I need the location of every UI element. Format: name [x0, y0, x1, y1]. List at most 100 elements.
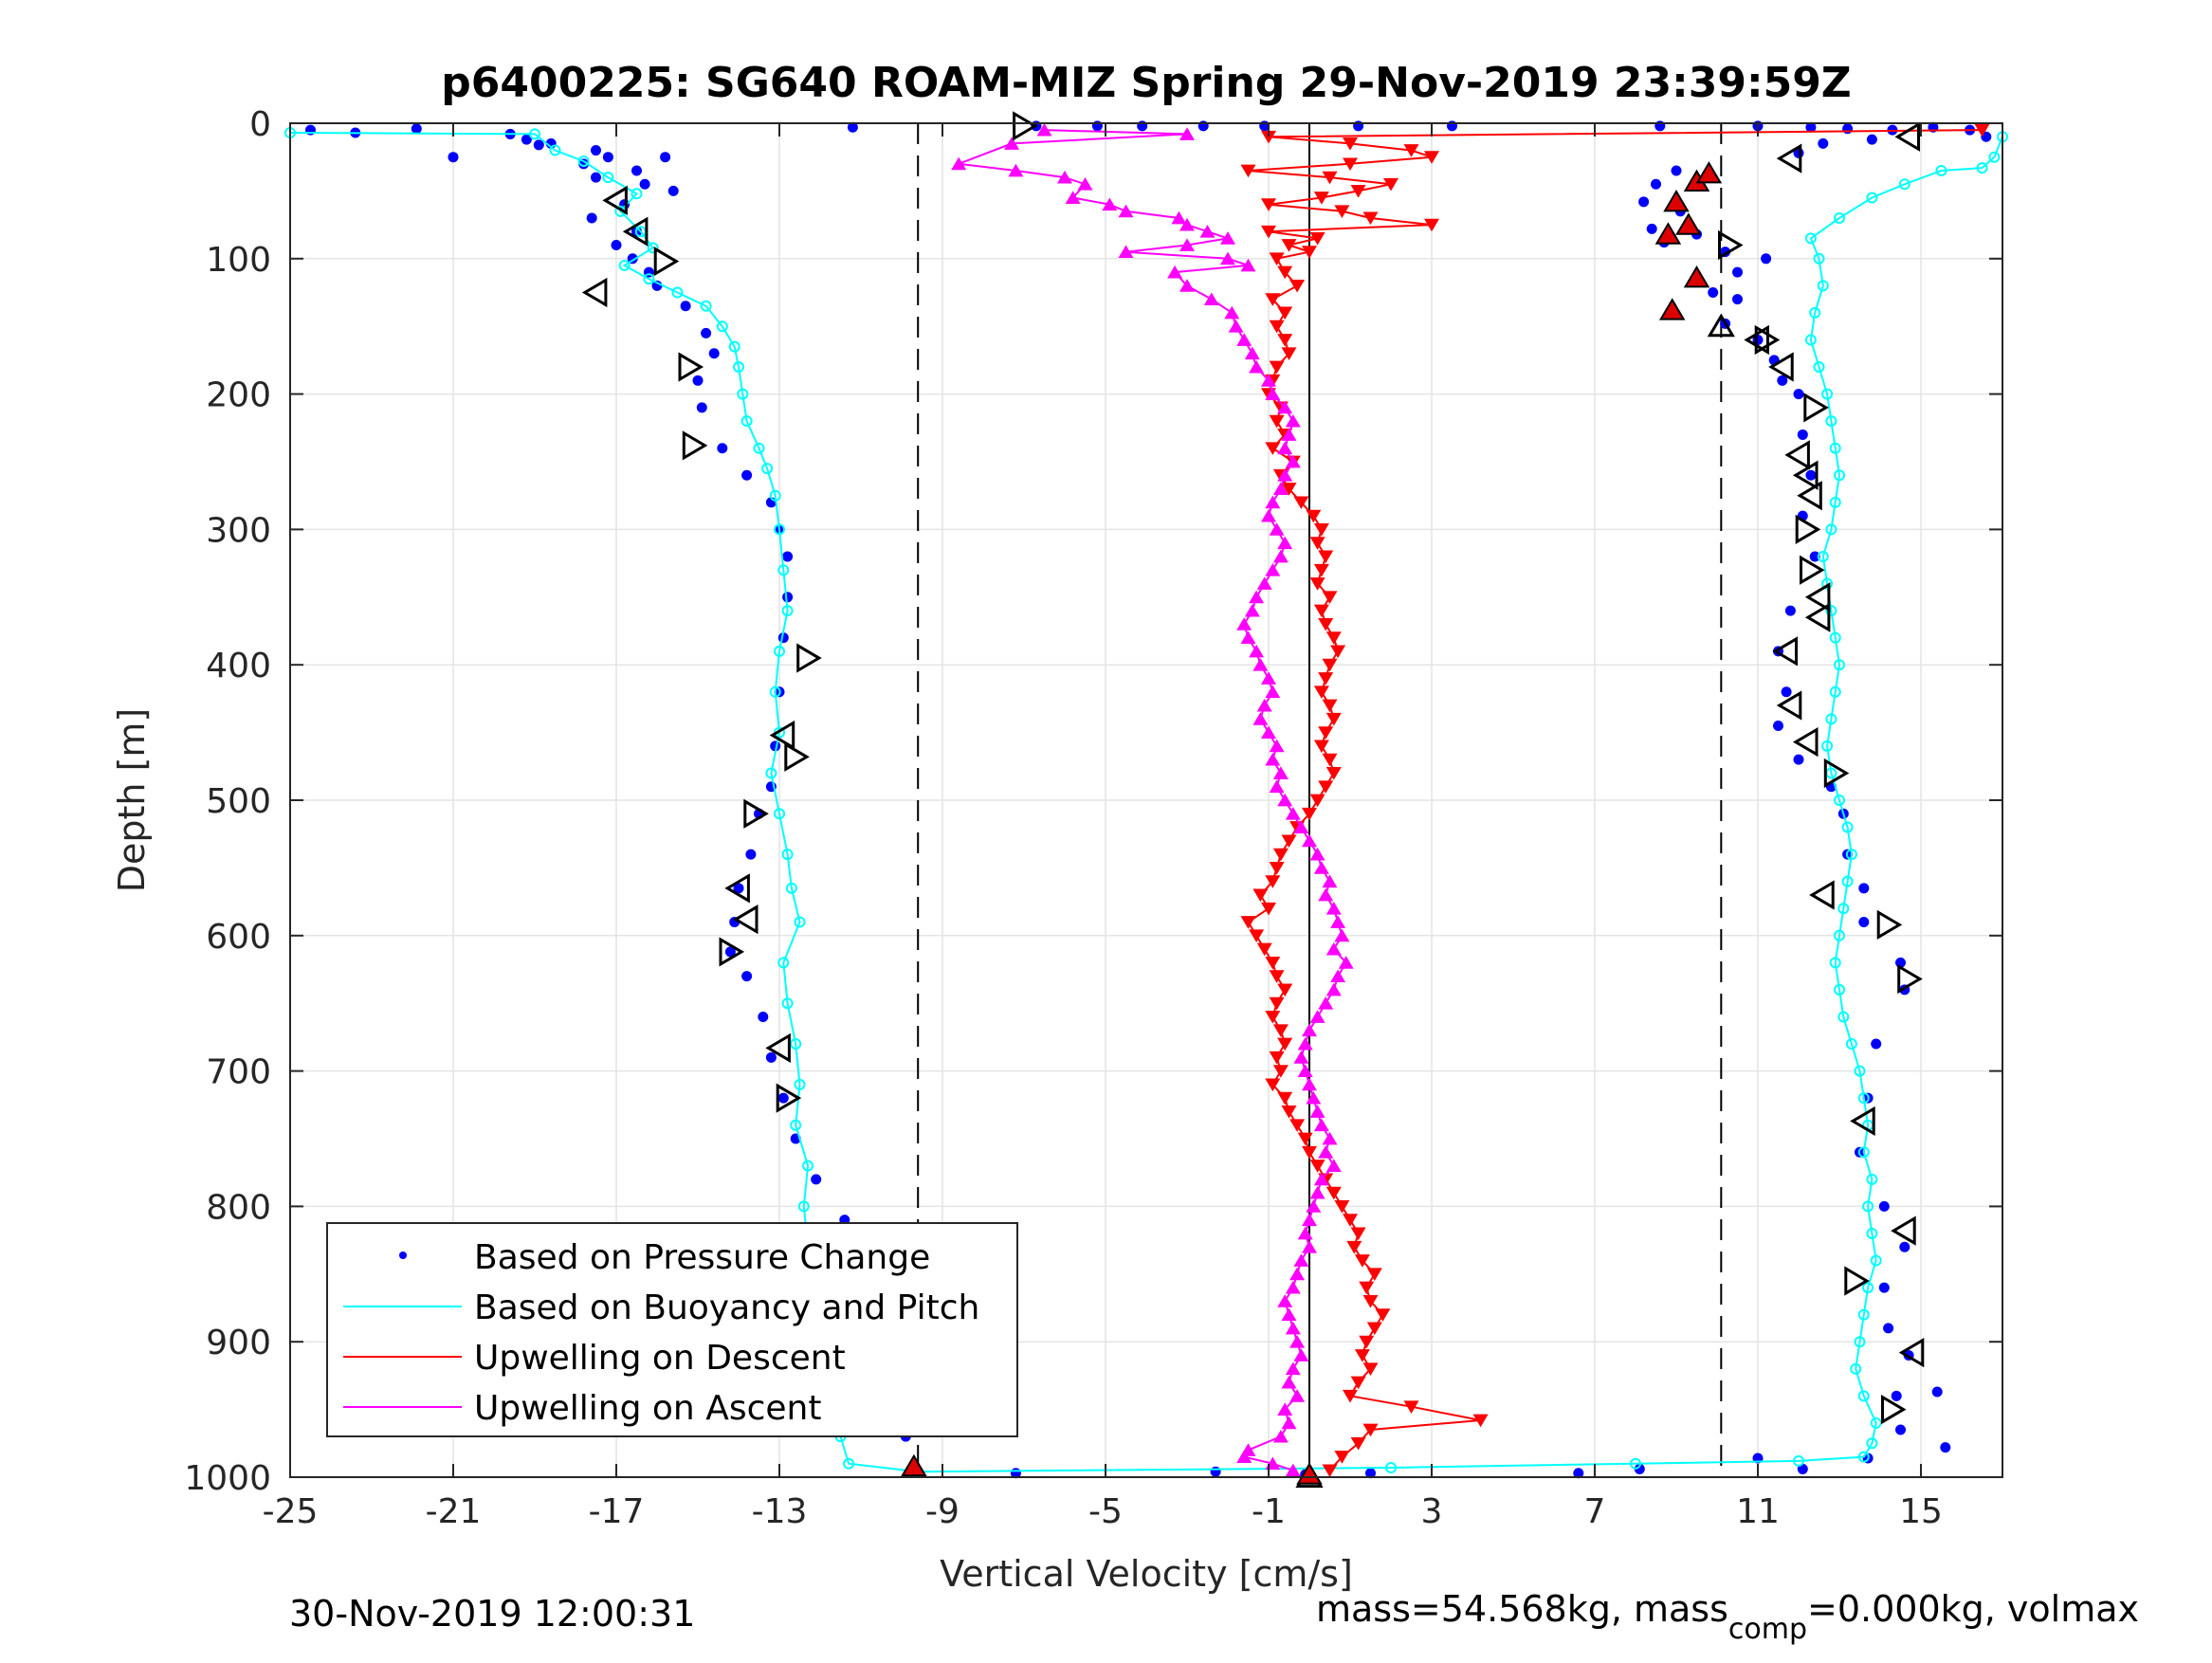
buoyancy-pitch-point — [790, 1119, 802, 1131]
ascent-upwelling-point — [1293, 1348, 1309, 1361]
x-tick-label: -13 — [752, 1492, 808, 1531]
descent-upwelling-point — [1293, 496, 1309, 510]
descent-upwelling-point — [1265, 293, 1281, 306]
ascent-upwelling-point — [1261, 508, 1276, 522]
buoyancy-pitch-point — [728, 340, 740, 353]
ascent-upwelling-point — [1256, 576, 1272, 590]
descent-upwelling-point — [1309, 537, 1325, 550]
legend: Based on Pressure Change Based on Buoyan… — [326, 1222, 1018, 1437]
descent-upwelling-point — [1334, 1200, 1350, 1214]
x-tick-label: -1 — [1252, 1492, 1286, 1531]
buoyancy-pitch-point — [777, 957, 790, 969]
buoyancy-pitch-point — [1829, 496, 1841, 508]
descent-upwelling-point — [1325, 631, 1342, 645]
x-tick-label: -5 — [1088, 1492, 1123, 1531]
ascent-upwelling-point — [1293, 1051, 1309, 1064]
ascent-upwelling-point — [1322, 1131, 1338, 1145]
buoyancy-pitch-point — [753, 442, 765, 454]
buoyancy-pitch-point — [1834, 795, 1845, 806]
y-tick-label: 1000 — [184, 1459, 271, 1498]
buoyancy-pitch-point — [1817, 550, 1829, 562]
ascent-upwelling-point — [1325, 902, 1342, 915]
descent-upwelling-point — [1403, 144, 1419, 157]
descent-upwelling-point — [1313, 740, 1329, 754]
descent-upwelling-point — [1322, 591, 1338, 604]
turn-marker-right — [1800, 555, 1825, 585]
pressure-change-point — [745, 849, 757, 860]
descent-upwelling-point — [1334, 1451, 1350, 1464]
buoyancy-pitch-point — [1837, 903, 1850, 915]
turn-marker-filled — [1695, 161, 1723, 184]
pressure-change-point — [1809, 551, 1820, 562]
pressure-change-point — [448, 152, 459, 163]
turn-marker-filled — [1296, 1462, 1323, 1485]
ascent-upwelling-point — [1285, 807, 1301, 820]
buoyancy-pitch-point — [777, 564, 790, 576]
descent-upwelling-point — [1350, 1227, 1366, 1241]
buoyancy-pitch-point — [1845, 849, 1857, 861]
turn-marker-left — [1784, 440, 1810, 470]
buoyancy-pitch-point — [1866, 1437, 1878, 1450]
turn-marker-left — [1898, 1337, 1925, 1368]
descent-upwelling-point — [1269, 252, 1285, 265]
ascent-upwelling-point — [1008, 163, 1024, 177]
descent-upwelling-point — [1346, 1240, 1362, 1254]
ascent-upwelling-point — [1313, 1172, 1329, 1186]
turn-marker-left — [1772, 636, 1798, 667]
footer-mass-info: mass=54.568kg, masscomp=0.000kg, volmax — [1316, 1588, 2139, 1646]
descent-upwelling-point — [1272, 848, 1289, 862]
buoyancy-pitch-point — [1825, 523, 1837, 536]
descent-upwelling-point — [1269, 970, 1285, 983]
pressure-change-point — [1793, 389, 1804, 400]
ascent-upwelling-point — [1281, 1375, 1297, 1389]
ascent-upwelling-point — [1285, 1463, 1301, 1477]
buoyancy-pitch-point — [1862, 1282, 1874, 1294]
descent-upwelling-point — [1313, 685, 1329, 699]
ascent-upwelling-point — [1302, 1077, 1317, 1091]
buoyancy-pitch-point — [785, 882, 797, 894]
descent-upwelling-point — [1277, 306, 1293, 320]
ascent-upwelling-point — [1289, 1267, 1306, 1281]
descent-upwelling-point — [1313, 192, 1329, 205]
pressure-change-point — [1878, 1200, 1890, 1212]
buoyancy-pitch-point — [1834, 469, 1845, 482]
pressure-change-point — [1931, 1386, 1943, 1398]
pressure-change-point — [1781, 686, 1792, 698]
buoyancy-pitch-point — [1809, 306, 1821, 319]
ascent-upwelling-point — [1249, 644, 1265, 658]
ascent-upwelling-point — [1277, 536, 1293, 550]
descent-upwelling-point — [1269, 996, 1285, 1011]
buoyancy-pitch-point — [1870, 1254, 1882, 1267]
ascent-upwelling-point — [1313, 1118, 1329, 1132]
pressure-change-point — [533, 139, 544, 151]
legend-box — [326, 1222, 1018, 1437]
pressure-change-point — [1761, 253, 1772, 265]
pressure-change-point — [782, 551, 794, 562]
turn-marker-right — [1795, 514, 1821, 545]
descent-upwelling-point — [1354, 1349, 1370, 1362]
ascent-upwelling-point — [1118, 245, 1134, 259]
buoyancy-pitch-point — [1817, 280, 1829, 292]
descent-upwelling-point — [1272, 1024, 1289, 1037]
y-tick-label: 800 — [206, 1188, 271, 1227]
buoyancy-pitch-point — [1857, 1092, 1870, 1105]
ascent-upwelling-point — [1249, 359, 1265, 374]
buoyancy-pitch-point — [643, 273, 655, 285]
y-tick-label: 500 — [206, 782, 271, 821]
y-tick-label: 300 — [206, 511, 271, 550]
ascent-upwelling-point — [1244, 603, 1260, 617]
pressure-change-point — [602, 152, 613, 163]
turn-marker-right — [743, 798, 769, 829]
ascent-upwelling-point — [1118, 204, 1134, 218]
buoyancy-pitch-point — [1857, 1390, 1870, 1402]
pressure-change-point — [696, 402, 707, 413]
descent-upwelling-point — [1974, 123, 1990, 137]
descent-upwelling-point — [1265, 1078, 1281, 1092]
descent-upwelling-point — [1403, 1400, 1419, 1414]
pressure-change-point — [733, 883, 744, 894]
ascent-upwelling-point — [1167, 265, 1183, 279]
pressure-change-point — [1871, 1038, 1882, 1050]
turn-marker-right — [1876, 909, 1903, 940]
pressure-change-point — [680, 301, 691, 312]
ascent-upwelling-point — [1277, 793, 1293, 807]
